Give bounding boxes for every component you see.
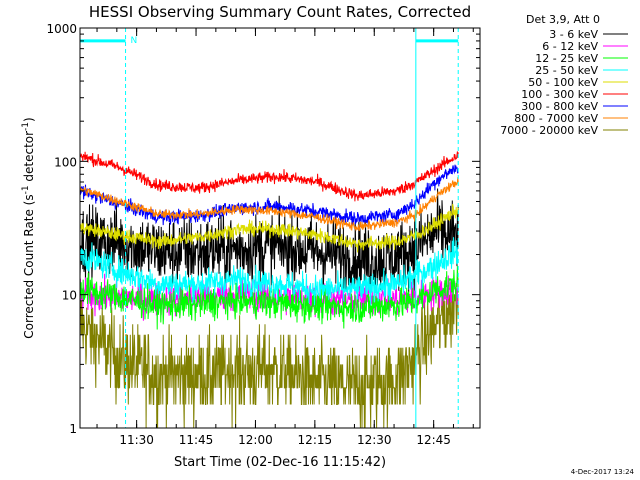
chart-title: HESSI Observing Summary Count Rates, Cor… — [89, 3, 471, 21]
legend-label: 50 - 100 keV — [528, 76, 598, 89]
x-tick-label: 11:45 — [179, 433, 214, 447]
series-line-12-25-kev — [79, 265, 459, 330]
x-tick-label: 12:00 — [238, 433, 273, 447]
series-line-7000-20000-kev — [79, 294, 459, 429]
interval-label: N — [131, 36, 138, 46]
series-line-800-7000-kev — [79, 177, 459, 232]
y-tick-label: 1000 — [46, 22, 77, 36]
legend-label: 100 - 300 keV — [521, 88, 598, 101]
legend-label: 3 - 6 keV — [549, 28, 598, 41]
plot-frame — [79, 27, 481, 429]
x-tick-label: 11:30 — [119, 433, 154, 447]
x-tick-label: 12:30 — [357, 433, 392, 447]
legend-label: 6 - 12 keV — [542, 40, 598, 53]
data-series-layer — [79, 151, 459, 429]
legend-label: 300 - 800 keV — [521, 100, 598, 113]
legend-label: 800 - 7000 keV — [514, 112, 598, 125]
timestamp: 4-Dec-2017 13:24 — [571, 468, 635, 476]
legend-label: 12 - 25 keV — [535, 52, 598, 65]
y-tick-label: 10 — [62, 289, 77, 303]
y-tick-label: 100 — [54, 155, 77, 169]
series-line-50-100-kev — [79, 203, 459, 253]
x-axis-label: Start Time (02-Dec-16 11:15:42) — [174, 455, 386, 470]
legend-label: 25 - 50 keV — [535, 64, 598, 77]
axes: 11:30 11:45 12:00 12:15 12:30 12:45 1 10 100 1000 — [46, 22, 480, 447]
x-tick-label: 12:15 — [298, 433, 333, 447]
legend-label: 7000 - 20000 keV — [500, 124, 598, 137]
y-tick-label: 1 — [69, 422, 77, 436]
series-line-25-50-kev — [79, 237, 459, 306]
legend-header: Det 3,9, Att 0 — [526, 13, 600, 26]
series-line-100-300-kev — [79, 151, 459, 202]
y-axis-label: Corrected Count Rate (s-1 detector-1) — [21, 117, 36, 338]
x-tick-label: 12:45 — [416, 433, 451, 447]
